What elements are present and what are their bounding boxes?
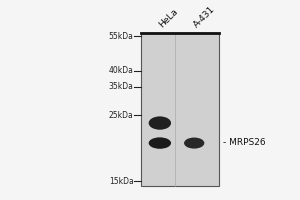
Text: 25kDa: 25kDa [109,111,134,120]
Ellipse shape [149,116,171,130]
Text: 40kDa: 40kDa [109,66,134,75]
Text: 55kDa: 55kDa [109,32,134,41]
Text: 35kDa: 35kDa [109,82,134,91]
Ellipse shape [149,137,171,149]
Text: A-431: A-431 [192,5,217,30]
Ellipse shape [184,138,204,149]
Text: - MRPS26: - MRPS26 [223,138,266,147]
Text: HeLa: HeLa [158,7,180,30]
Bar [141,33,219,186]
Text: 15kDa: 15kDa [109,177,134,186]
